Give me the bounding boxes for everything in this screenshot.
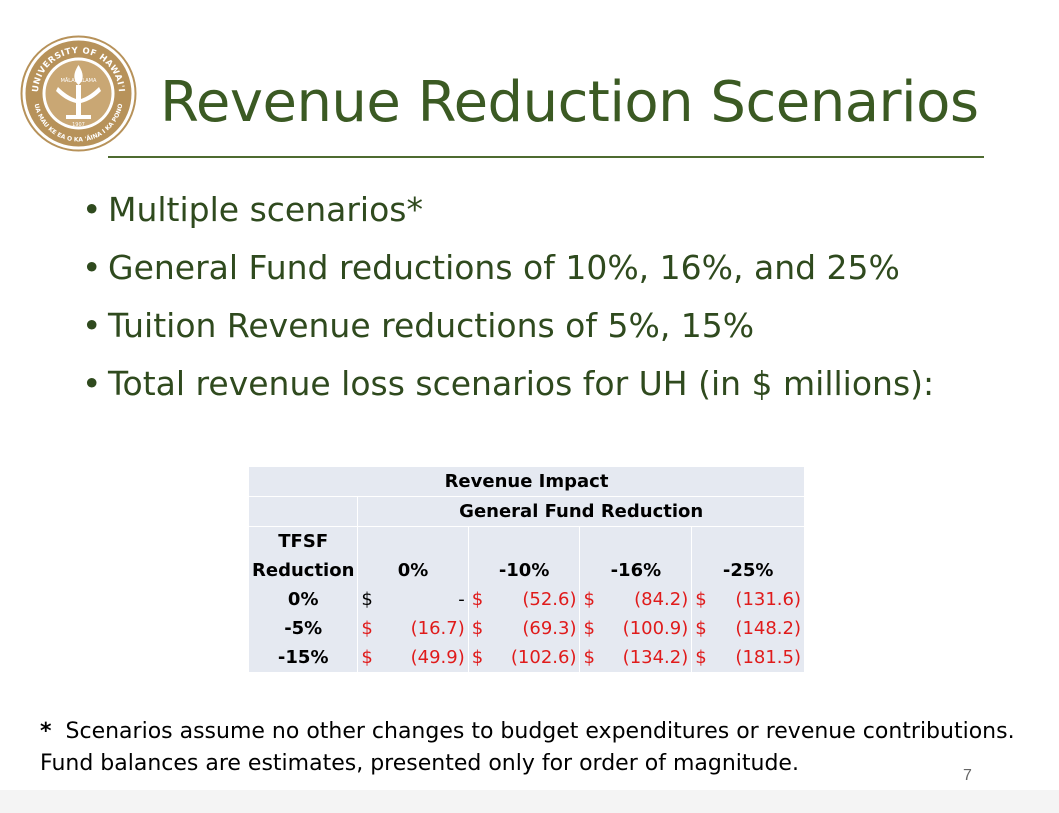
torch-icon	[56, 65, 101, 119]
table-cell: $ (52.6)	[468, 585, 581, 614]
currency-symbol: $	[695, 647, 707, 668]
column-header: 0%	[357, 556, 469, 585]
currency-symbol: $	[361, 647, 373, 668]
currency-symbol: $	[361, 618, 373, 639]
table-cell: $ (148.2)	[691, 614, 805, 643]
currency-symbol: $	[471, 618, 484, 639]
table-header-spacer	[579, 526, 693, 556]
bullet-dot-icon: •	[82, 190, 102, 229]
cell-value: (181.5)	[735, 647, 801, 668]
slide-title: Revenue Reduction Scenarios	[160, 70, 979, 135]
table-cell: $ (181.5)	[691, 643, 805, 672]
seal-year: 1907	[72, 122, 85, 128]
table-header-spacer	[357, 526, 469, 556]
table-header-reduction: Reduction	[249, 556, 359, 585]
table-row: -5% $ (16.7) $ (69.3) $ (100.9) $ (148.2)	[249, 614, 805, 643]
table-row: 0% $ - $ (52.6) $ (84.2) $ (131.6)	[249, 585, 805, 614]
table-header-spacer	[249, 496, 359, 527]
bullet-item: • Multiple scenarios*	[80, 185, 934, 243]
table-cell: $ (102.6)	[468, 643, 581, 672]
table-header-revenue-impact: Revenue Impact	[249, 467, 805, 497]
table-cell: $ (84.2)	[579, 585, 693, 614]
bullet-dot-icon: •	[82, 364, 102, 403]
cell-value: (102.6)	[510, 647, 577, 668]
footnote: * Scenarios assume no other changes to b…	[40, 716, 1015, 780]
bullet-text: Multiple scenarios*	[108, 190, 423, 229]
column-header: -10%	[468, 556, 581, 585]
table-cell: $ (69.3)	[468, 614, 581, 643]
bullet-item: • Total revenue loss scenarios for UH (in…	[80, 359, 934, 417]
currency-symbol: $	[361, 589, 373, 610]
cell-value: (100.9)	[622, 618, 689, 639]
table-cell: $ (100.9)	[579, 614, 693, 643]
column-header: -25%	[691, 556, 805, 585]
table-cell: $ (16.7)	[357, 614, 469, 643]
table-cell: $ (49.9)	[357, 643, 469, 672]
table-row: -15% $ (49.9) $ (102.6) $ (134.2) $ (181.5)	[249, 643, 805, 672]
page-number: 7	[963, 767, 972, 784]
cell-value: (69.3)	[522, 618, 577, 639]
bullet-item: • Tuition Revenue reductions of 5%, 15%	[80, 301, 934, 359]
footnote-line-1: * Scenarios assume no other changes to b…	[40, 716, 1015, 748]
table-cell: $ (131.6)	[691, 585, 805, 614]
table-header-spacer	[468, 526, 581, 556]
cell-value: (148.2)	[735, 618, 801, 639]
currency-symbol: $	[695, 618, 707, 639]
cell-value: -	[458, 589, 465, 610]
currency-symbol: $	[695, 589, 707, 610]
university-seal-logo: UNIVERSITY OF HAWAI'I UA MAU KE EA O KA …	[20, 35, 137, 152]
title-divider	[108, 156, 984, 158]
footnote-text: Scenarios assume no other changes to bud…	[65, 719, 1015, 744]
footnote-marker: *	[40, 719, 52, 744]
revenue-impact-table: Revenue Impact General Fund Reduction TF…	[249, 467, 805, 672]
seal-inner-text: MĀLAMALAMA	[61, 77, 97, 84]
bullet-dot-icon: •	[82, 306, 102, 345]
table-cell: $ -	[357, 585, 469, 614]
bottom-bar	[0, 790, 1059, 813]
table-header-spacer	[691, 526, 805, 556]
bullet-list: • Multiple scenarios* • General Fund reduc…	[80, 185, 934, 417]
cell-value: (84.2)	[634, 589, 689, 610]
bullet-text: General Fund reductions of 10%, 16%, and…	[108, 248, 900, 287]
cell-value: (134.2)	[622, 647, 689, 668]
row-label: 0%	[249, 585, 359, 614]
cell-value: (131.6)	[735, 589, 801, 610]
table-header-tfsf: TFSF	[249, 526, 359, 556]
cell-value: (16.7)	[410, 618, 465, 639]
currency-symbol: $	[583, 647, 595, 668]
footnote-line-2: Fund balances are estimates, presented o…	[40, 751, 799, 776]
cell-value: (52.6)	[522, 589, 577, 610]
row-label: -5%	[249, 614, 359, 643]
bullet-text: Total revenue loss scenarios for UH (in …	[108, 364, 935, 403]
table-cell: $ (134.2)	[579, 643, 693, 672]
bullet-item: • General Fund reductions of 10%, 16%, an…	[80, 243, 934, 301]
bullet-text: Tuition Revenue reductions of 5%, 15%	[108, 306, 755, 345]
currency-symbol: $	[583, 589, 595, 610]
cell-value: (49.9)	[410, 647, 465, 668]
bullet-dot-icon: •	[82, 248, 102, 287]
currency-symbol: $	[471, 647, 484, 668]
currency-symbol: $	[471, 589, 484, 610]
table-header-general-fund: General Fund Reduction	[357, 496, 805, 527]
column-header: -16%	[579, 556, 693, 585]
currency-symbol: $	[583, 618, 595, 639]
row-label: -15%	[249, 643, 359, 672]
